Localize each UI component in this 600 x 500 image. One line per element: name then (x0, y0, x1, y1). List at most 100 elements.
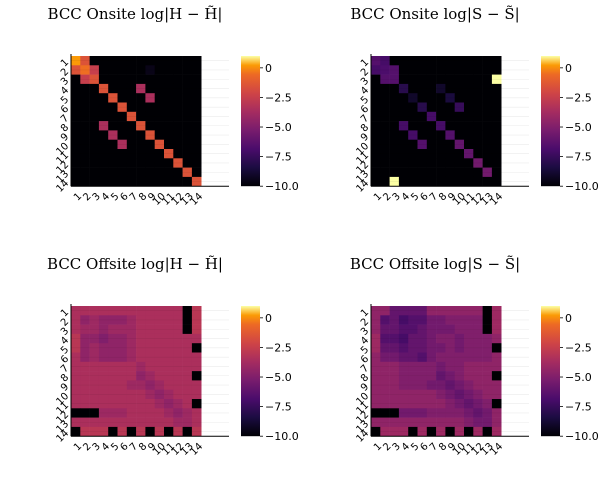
heatmap-cell (98, 93, 109, 103)
colorbar: 0 −2.5 −5.0 −7.5 −10.0 (241, 56, 299, 193)
heatmap-cell (464, 56, 474, 66)
heatmap-cell (454, 102, 465, 113)
heatmap-cell (126, 167, 137, 178)
heatmap-cell (408, 74, 418, 85)
heatmap-cell (117, 102, 128, 113)
heatmap-cell (380, 408, 390, 418)
heatmap-cell (491, 139, 502, 150)
heatmap-cell (417, 74, 428, 85)
heatmap-cell (398, 352, 409, 363)
heatmap-cell (98, 333, 109, 344)
heatmap-cell (154, 83, 165, 94)
heatmap-cell (145, 74, 155, 85)
heatmap-cell (408, 83, 418, 94)
heatmap-cell (126, 121, 137, 131)
heatmap-cell (108, 111, 118, 122)
heatmap-cell (380, 333, 390, 344)
heatmap-cell (436, 426, 446, 437)
heatmap-cell (71, 121, 81, 131)
heatmap-cell (380, 121, 390, 131)
heatmap-cell (80, 74, 90, 85)
heatmap-cell (371, 361, 381, 372)
heatmap-cell (436, 315, 446, 325)
heatmap-cell (473, 408, 483, 418)
heatmap-cell (454, 56, 465, 66)
y-tick-label: 8 (359, 372, 371, 384)
heatmap-cell (436, 56, 446, 66)
heatmap-cell (136, 83, 146, 94)
heatmap-cell (454, 315, 465, 325)
heatmap-cell (389, 417, 400, 428)
heatmap-cell (436, 352, 446, 363)
heatmap-cell (126, 315, 137, 325)
heatmap-cell (126, 361, 137, 372)
heatmap-cell (126, 102, 137, 113)
colorbar-tick-label: 0 (565, 312, 572, 325)
heatmap-cell (426, 361, 437, 372)
heatmap-cell (454, 111, 465, 122)
heatmap-cell (89, 426, 100, 437)
heatmap-cell (117, 399, 128, 409)
heatmap-cell (445, 380, 455, 390)
heatmap-cell (136, 417, 146, 428)
heatmap-cell (389, 111, 400, 122)
heatmap-cell (426, 102, 437, 113)
y-tick-label: 7 (359, 113, 371, 125)
heatmap-cell (445, 158, 455, 168)
heatmap-cell (380, 176, 390, 187)
heatmap-cell (398, 389, 409, 400)
heatmap-cell (482, 361, 493, 372)
heatmap-cell (80, 121, 90, 131)
heatmap-cell (71, 56, 81, 66)
heatmap-cell (380, 417, 390, 428)
heatmap-cell (80, 130, 90, 140)
heatmap-cell (445, 426, 455, 437)
heatmap-cell (173, 426, 183, 437)
heatmap-cell (71, 167, 81, 178)
heatmap-cell (371, 389, 381, 400)
heatmap-cell (136, 380, 146, 390)
heatmap-cell (98, 158, 109, 168)
heatmap-cell (182, 65, 193, 75)
heatmap-cell (436, 102, 446, 113)
heatmap-cell (117, 343, 128, 353)
heatmap-cell (473, 417, 483, 428)
heatmap-cell (108, 102, 118, 113)
heatmap-cell (145, 83, 155, 94)
heatmap-cell (445, 93, 455, 103)
heatmap-cell (371, 426, 381, 437)
heatmap-cell (445, 408, 455, 418)
heatmap-cell (473, 83, 483, 94)
heatmap-cell (98, 65, 109, 75)
heatmap-cell (108, 343, 118, 353)
heatmap-cell (80, 102, 90, 113)
heatmap-cell (173, 408, 183, 418)
heatmap-cell (482, 389, 493, 400)
heatmap-cell (98, 315, 109, 325)
heatmap-cell (436, 121, 446, 131)
heatmap-cell (89, 139, 100, 150)
heatmap-cell (491, 167, 502, 178)
heatmap-cell (80, 167, 90, 178)
grid (371, 60, 529, 182)
heatmap-cell (371, 343, 381, 353)
panel-offsite-s: BCC Offsite log|S − S̃| 1122334455667788… (350, 255, 599, 458)
heatmap-cell (371, 176, 381, 187)
heatmap-cell (126, 333, 137, 344)
heatmap-cell (117, 426, 128, 437)
heatmap-cell (454, 426, 465, 437)
heatmap-cell (464, 83, 474, 94)
heatmap-cell (145, 130, 155, 140)
heatmap-cell (445, 74, 455, 85)
heatmap-cell (108, 93, 118, 103)
heatmap-cell (89, 352, 100, 363)
heatmap-cell (145, 93, 155, 103)
heatmap-cell (117, 130, 128, 140)
heatmap-cell (380, 361, 390, 372)
heatmap-cell (173, 380, 183, 390)
heatmap-cell (89, 408, 100, 418)
y-tick-label: 1 (359, 57, 371, 69)
heatmap-cell (71, 306, 81, 316)
heatmap-cell (136, 56, 146, 66)
heatmap-cell (126, 139, 137, 150)
